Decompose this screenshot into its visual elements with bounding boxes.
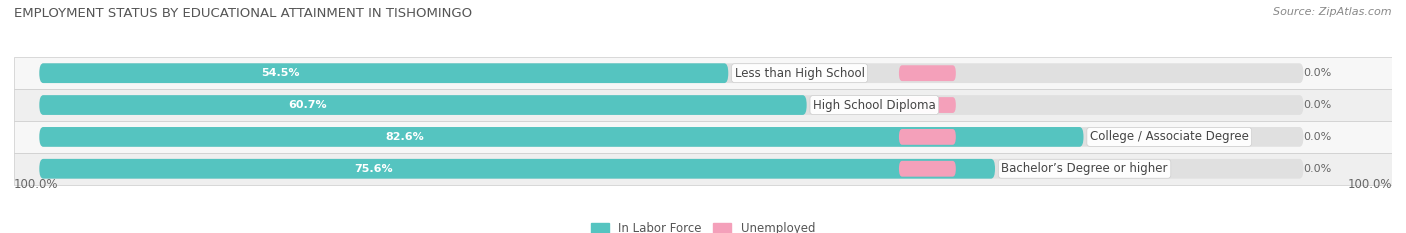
Text: 0.0%: 0.0% [1303,68,1331,78]
FancyBboxPatch shape [39,127,1303,147]
Text: Bachelor’s Degree or higher: Bachelor’s Degree or higher [1001,162,1168,175]
FancyBboxPatch shape [14,89,1392,121]
Text: High School Diploma: High School Diploma [813,99,936,112]
Text: Less than High School: Less than High School [734,67,865,80]
FancyBboxPatch shape [898,129,956,145]
FancyBboxPatch shape [898,65,956,81]
FancyBboxPatch shape [39,95,807,115]
Text: 0.0%: 0.0% [1303,164,1331,174]
FancyBboxPatch shape [14,57,1392,89]
FancyBboxPatch shape [898,97,956,113]
FancyBboxPatch shape [39,159,995,179]
Text: 0.0%: 0.0% [1303,132,1331,142]
Text: EMPLOYMENT STATUS BY EDUCATIONAL ATTAINMENT IN TISHOMINGO: EMPLOYMENT STATUS BY EDUCATIONAL ATTAINM… [14,7,472,20]
FancyBboxPatch shape [14,121,1392,153]
FancyBboxPatch shape [39,159,1303,179]
Text: 100.0%: 100.0% [14,178,59,191]
FancyBboxPatch shape [39,63,728,83]
Legend: In Labor Force, Unemployed: In Labor Force, Unemployed [586,217,820,233]
Text: College / Associate Degree: College / Associate Degree [1090,130,1249,143]
FancyBboxPatch shape [898,161,956,177]
Text: 0.0%: 0.0% [1303,100,1331,110]
FancyBboxPatch shape [39,95,1303,115]
FancyBboxPatch shape [39,63,1303,83]
Text: 100.0%: 100.0% [1347,178,1392,191]
Text: Source: ZipAtlas.com: Source: ZipAtlas.com [1274,7,1392,17]
Text: 75.6%: 75.6% [354,164,394,174]
Text: 54.5%: 54.5% [262,68,299,78]
Text: 82.6%: 82.6% [385,132,425,142]
Text: 60.7%: 60.7% [288,100,328,110]
FancyBboxPatch shape [39,127,1084,147]
FancyBboxPatch shape [14,153,1392,185]
